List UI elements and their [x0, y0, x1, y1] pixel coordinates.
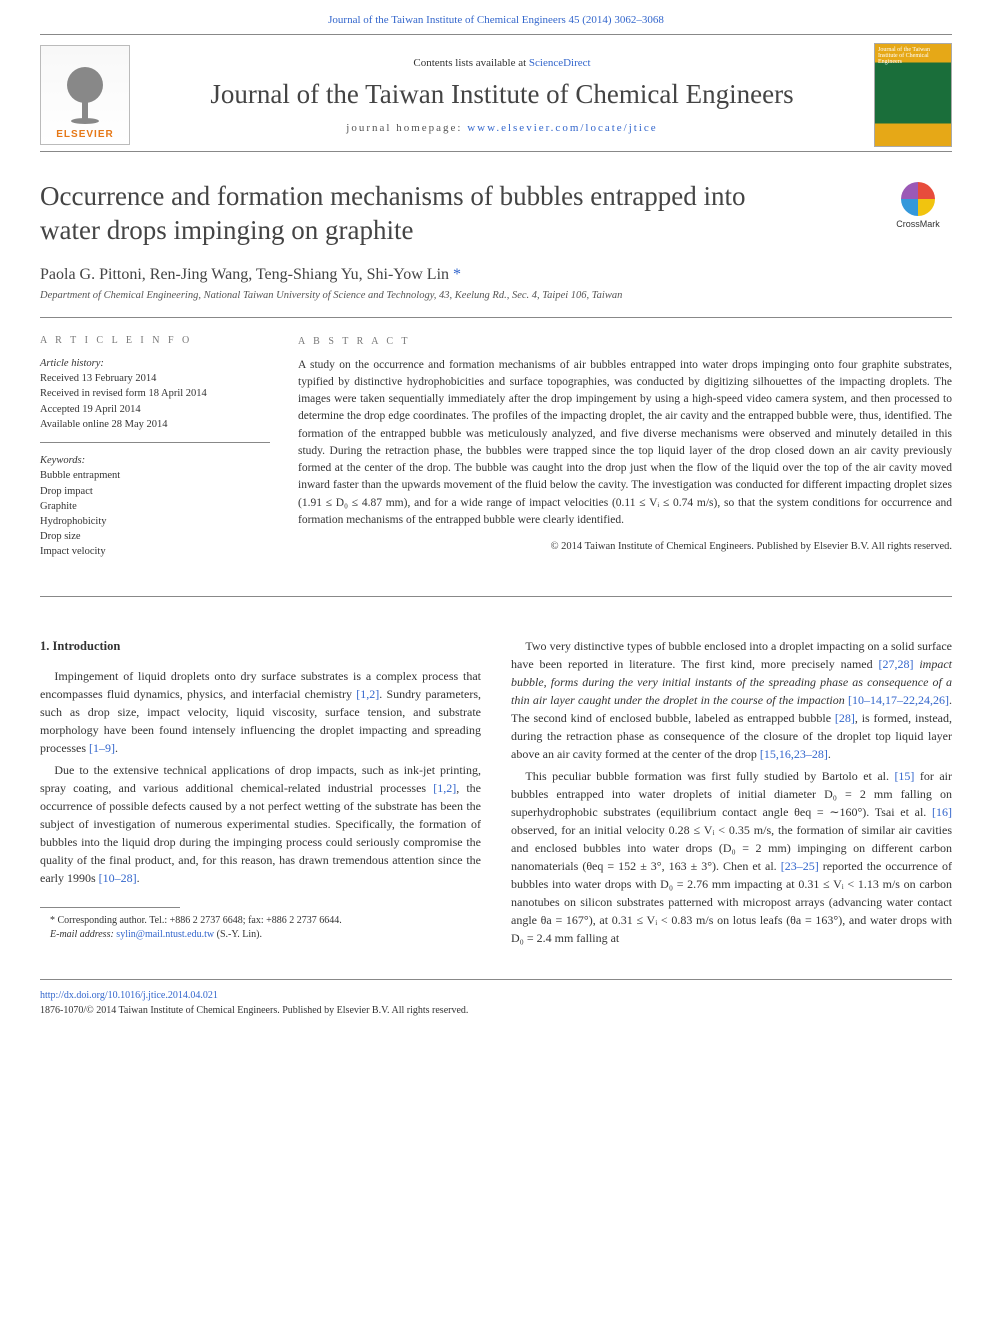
contents-line: Contents lists available at ScienceDirec… — [146, 57, 858, 69]
citation-link[interactable]: [27,28] — [878, 657, 913, 671]
homepage-prefix: journal homepage: — [346, 122, 467, 134]
paragraph: Two very distinctive types of bubble enc… — [511, 637, 952, 763]
paragraph: This peculiar bubble formation was first… — [511, 767, 952, 947]
contents-prefix: Contents lists available at — [413, 57, 528, 69]
crossmark-label: CrossMark — [896, 219, 940, 229]
crossmark-icon — [901, 182, 935, 216]
left-column: 1. Introduction Impingement of liquid dr… — [40, 637, 481, 951]
history-online: Available online 28 May 2014 — [40, 419, 168, 430]
masthead-center: Contents lists available at ScienceDirec… — [146, 57, 858, 134]
citation-link[interactable]: [10–14,17–22,24,26] — [848, 693, 949, 707]
keywords-block: Keywords: Bubble entrapment Drop impact … — [40, 453, 270, 570]
citation-link[interactable]: [1–9] — [89, 741, 115, 755]
right-column: Two very distinctive types of bubble enc… — [511, 637, 952, 951]
running-header-link[interactable]: Journal of the Taiwan Institute of Chemi… — [328, 14, 664, 26]
text-run: . — [828, 747, 831, 761]
homepage-line: journal homepage: www.elsevier.com/locat… — [146, 122, 858, 134]
elsevier-tree-icon — [55, 63, 115, 125]
article-title: Occurrence and formation mechanisms of b… — [40, 180, 800, 248]
keywords-label: Keywords: — [40, 455, 85, 466]
journal-title: Journal of the Taiwan Institute of Chemi… — [146, 79, 858, 110]
issn-copyright: 1876-1070/© 2014 Taiwan Institute of Che… — [40, 1005, 468, 1016]
crossmark-badge[interactable]: CrossMark — [884, 182, 952, 230]
keyword: Graphite — [40, 501, 77, 512]
homepage-link[interactable]: www.elsevier.com/locate/jtice — [467, 122, 657, 134]
paragraph: Due to the extensive technical applicati… — [40, 761, 481, 887]
publisher-logo: ELSEVIER — [40, 45, 130, 145]
corresponding-mark: * — [453, 266, 461, 283]
abstract-head: A B S T R A C T — [298, 334, 952, 349]
article-header: Occurrence and formation mechanisms of b… — [0, 152, 992, 256]
citation-link[interactable]: [23–25] — [781, 859, 819, 873]
info-abstract-row: A R T I C L E I N F O Article history: R… — [40, 317, 952, 597]
citation-link[interactable]: [15] — [894, 769, 914, 783]
page-footer: http://dx.doi.org/10.1016/j.jtice.2014.0… — [40, 979, 952, 1048]
affiliation: Department of Chemical Engineering, Nati… — [0, 288, 992, 317]
author-line: Paola G. Pittoni, Ren-Jing Wang, Teng-Sh… — [0, 256, 992, 288]
citation-link[interactable]: [10–28] — [99, 871, 137, 885]
masthead: ELSEVIER Contents lists available at Sci… — [0, 35, 992, 151]
doi-link[interactable]: http://dx.doi.org/10.1016/j.jtice.2014.0… — [40, 990, 218, 1001]
history-accepted: Accepted 19 April 2014 — [40, 404, 141, 415]
abstract-text: A study on the occurrence and formation … — [298, 357, 952, 530]
article-info-column: A R T I C L E I N F O Article history: R… — [40, 334, 270, 580]
abstract-column: A B S T R A C T A study on the occurrenc… — [298, 334, 952, 580]
history-received: Received 13 February 2014 — [40, 373, 156, 384]
keyword: Impact velocity — [40, 546, 106, 557]
history-block: Article history: Received 13 February 20… — [40, 356, 270, 443]
running-header: Journal of the Taiwan Institute of Chemi… — [0, 0, 992, 34]
citation-link[interactable]: [1,2] — [433, 781, 456, 795]
corresponding-footnote: * Corresponding author. Tel.: +886 2 273… — [40, 914, 481, 928]
text-run: . — [115, 741, 118, 755]
journal-cover-thumb: Journal of the Taiwan Institute of Chemi… — [874, 43, 952, 147]
text-run: This peculiar bubble formation was first… — [525, 769, 894, 783]
section-heading: 1. Introduction — [40, 637, 481, 656]
email-suffix: (S.-Y. Lin). — [214, 929, 262, 940]
history-label: Article history: — [40, 358, 104, 369]
email-link[interactable]: sylin@mail.ntust.edu.tw — [116, 929, 214, 940]
sciencedirect-link[interactable]: ScienceDirect — [529, 57, 591, 69]
author-names: Paola G. Pittoni, Ren-Jing Wang, Teng-Sh… — [40, 266, 453, 283]
abstract-copyright: © 2014 Taiwan Institute of Chemical Engi… — [298, 539, 952, 555]
keyword: Drop size — [40, 531, 81, 542]
email-footnote: E-mail address: sylin@mail.ntust.edu.tw … — [40, 928, 481, 942]
citation-link[interactable]: [28] — [835, 711, 855, 725]
publisher-logo-text: ELSEVIER — [56, 125, 113, 144]
footnote-rule — [40, 907, 180, 908]
body-columns: 1. Introduction Impingement of liquid dr… — [0, 597, 992, 971]
keyword: Hydrophobicity — [40, 516, 107, 527]
text-run: . — [137, 871, 140, 885]
citation-link[interactable]: [15,16,23–28] — [760, 747, 828, 761]
paragraph: Impingement of liquid droplets onto dry … — [40, 667, 481, 757]
citation-link[interactable]: [1,2] — [356, 687, 379, 701]
text-run: , the occurrence of possible defects cau… — [40, 781, 481, 885]
article-info-head: A R T I C L E I N F O — [40, 334, 270, 349]
citation-link[interactable]: [16] — [932, 805, 952, 819]
keyword: Bubble entrapment — [40, 470, 120, 481]
history-revised: Received in revised form 18 April 2014 — [40, 388, 207, 399]
keyword: Drop impact — [40, 486, 93, 497]
email-label: E-mail address: — [50, 929, 116, 940]
text-run: Due to the extensive technical applicati… — [40, 763, 481, 795]
